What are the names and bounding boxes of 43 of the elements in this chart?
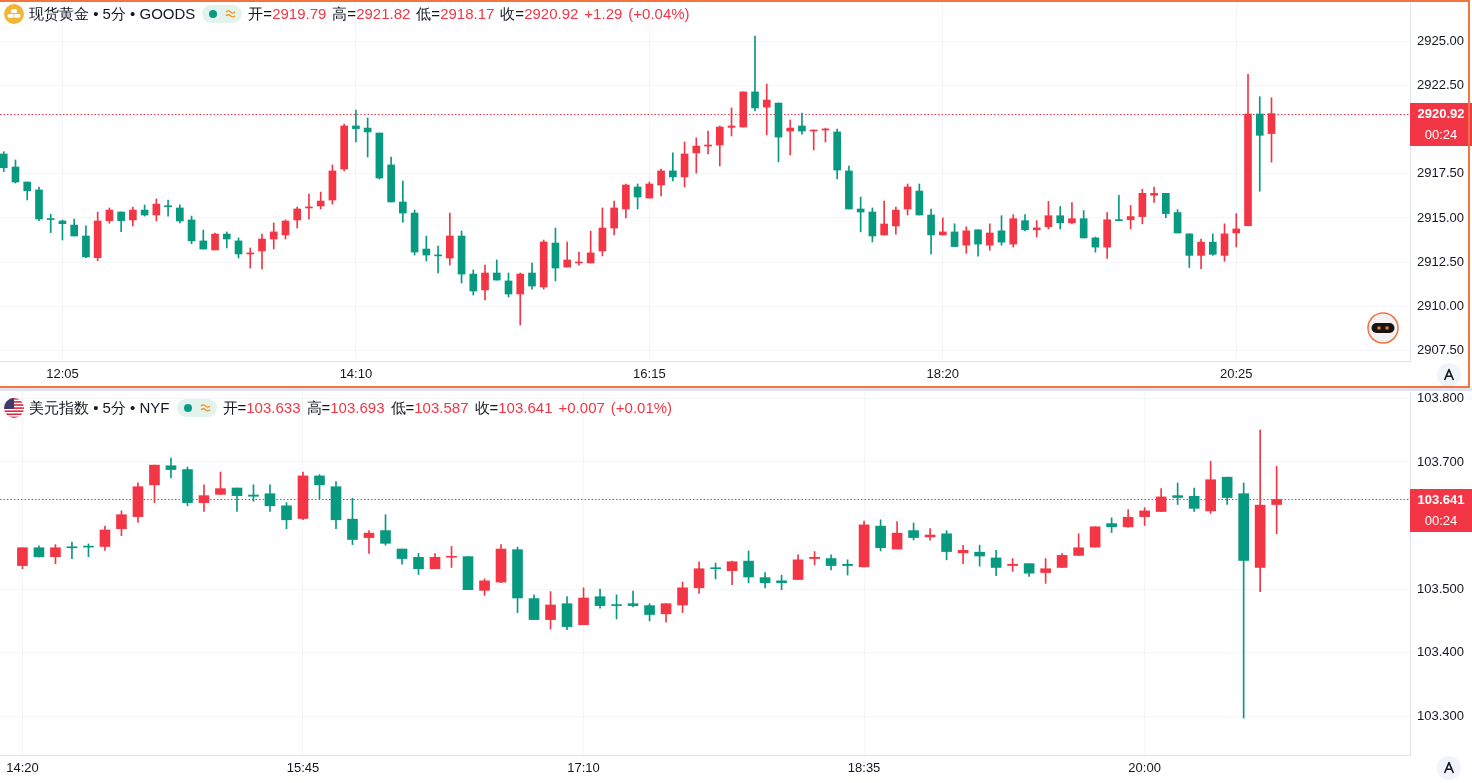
text: 开=103.633 高=103.693 低=103.587 收=103.641 +0.007 (+0.01%) — [222, 398, 673, 416]
text: 00:24 — [1424, 127, 1458, 143]
text: 00:24 — [1424, 513, 1458, 529]
candlestick — [66, 541, 78, 559]
candlestick — [164, 199, 172, 217]
x-tick-label: 17:10 — [567, 760, 600, 776]
candlestick — [46, 213, 55, 233]
y-tick-label: 2917.50 — [1417, 165, 1464, 181]
ref-line-label: 2920.92 — [1417, 105, 1465, 121]
y-tick-label: 2922.50 — [1417, 77, 1464, 93]
y-tick-label: 103.500 — [1417, 580, 1464, 596]
y-tick-label: 103.300 — [1417, 707, 1464, 723]
x-tick-label: 14:20 — [6, 760, 39, 776]
candlestick — [1115, 194, 1123, 221]
x-tick-label: 18:20 — [926, 366, 960, 382]
candlestick — [692, 137, 701, 174]
candlestick — [627, 590, 639, 608]
candlestick — [669, 152, 677, 182]
text: 美元指数 • 5分 • NYF — [29, 398, 170, 418]
y-tick-label: 2910.00 — [1417, 297, 1464, 313]
y-tick-label: 103.800 — [1417, 389, 1464, 405]
candlestick — [1068, 202, 1076, 225]
x-tick-label: 18:35 — [847, 760, 881, 776]
candlestick — [363, 530, 375, 554]
ref-line-label: 103.641 — [1417, 491, 1465, 507]
candlestick — [352, 109, 360, 143]
x-tick-label: 14:10 — [339, 366, 373, 382]
chart-title: 现货黄金 • 5分 • GOODS — [29, 4, 196, 24]
y-tick-label: 103.700 — [1417, 453, 1464, 469]
y-tick-label: 2925.00 — [1417, 33, 1464, 49]
x-tick-label: 12:05 — [46, 366, 79, 382]
y-tick-label: 2907.50 — [1417, 341, 1464, 357]
text: 开=2919.79 高=2921.82 低=2918.17 收=2920.92 +1.29 (+0.04%) — [248, 4, 690, 22]
candlestick — [751, 35, 759, 112]
x-tick-label: 20:25 — [1220, 366, 1253, 382]
candlestick — [1255, 96, 1264, 192]
x-tick-label: 20:00 — [1128, 760, 1161, 776]
candlestick — [1150, 186, 1158, 203]
y-tick-label: 2912.50 — [1417, 253, 1464, 269]
x-tick-label: 16:15 — [633, 366, 666, 382]
x-tick-label: 15:45 — [286, 760, 320, 776]
y-tick-label: 2915.00 — [1417, 209, 1464, 225]
y-tick-label: 103.400 — [1417, 644, 1464, 660]
